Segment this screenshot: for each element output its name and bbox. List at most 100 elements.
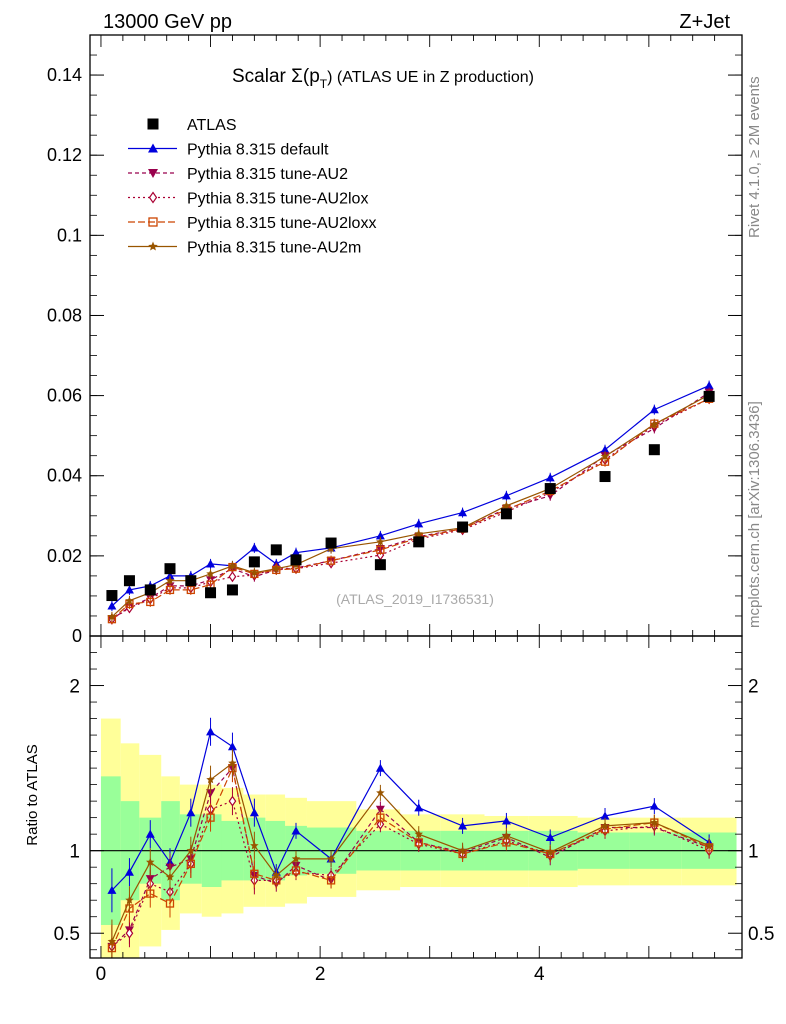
triangle-up-marker xyxy=(545,473,555,482)
diamond-marker xyxy=(228,795,237,807)
triangle-up-marker xyxy=(545,832,555,842)
triangle-up-marker xyxy=(704,381,714,390)
triangle-up-marker xyxy=(649,801,659,810)
star-marker xyxy=(125,596,134,605)
ratio-y-tick-label: 0.5 xyxy=(54,924,80,945)
ratio-frame xyxy=(89,635,743,959)
star-marker xyxy=(250,841,259,850)
data-point-marker xyxy=(325,537,337,549)
data-point-marker xyxy=(123,575,135,587)
square-marker xyxy=(291,866,301,875)
y-tick-label: 0.02 xyxy=(47,546,82,566)
y-tick-label: 0.06 xyxy=(47,386,82,406)
y-tick-label: 0.08 xyxy=(47,305,82,325)
analysis-watermark: (ATLAS_2019_I1736531) xyxy=(336,591,494,607)
star-marker xyxy=(502,831,511,840)
triangle-up-marker xyxy=(107,885,117,894)
star-marker xyxy=(650,818,659,827)
ratio-series-layer xyxy=(107,717,714,958)
star-marker xyxy=(376,788,385,797)
triangle-up-marker xyxy=(206,559,216,568)
triangle-up-marker xyxy=(227,742,237,751)
legend-label: Pythia 8.315 tune-AU2loxx xyxy=(187,215,376,232)
data-point-marker xyxy=(106,590,118,602)
ratio-y-tick-label-right: 0.5 xyxy=(748,924,774,945)
star-marker xyxy=(165,576,175,585)
square-marker xyxy=(326,556,336,565)
data-point-marker xyxy=(290,554,302,566)
triangle-up-marker xyxy=(186,808,196,817)
plot-title-subscript: T xyxy=(320,77,328,91)
star-marker xyxy=(458,846,467,855)
legend-label: Pythia 8.315 tune-AU2m xyxy=(187,240,361,257)
data-point-marker xyxy=(703,390,715,402)
triangle-up-marker xyxy=(458,508,468,517)
data-point-marker xyxy=(648,444,660,456)
star-marker xyxy=(650,419,659,429)
data-point-marker xyxy=(374,559,386,571)
y-tick-label: 0.04 xyxy=(47,466,82,486)
diamond-marker xyxy=(125,927,134,939)
star-marker xyxy=(376,537,385,546)
triangle-up-marker xyxy=(291,826,301,835)
triangle-up-marker xyxy=(145,829,155,838)
star-marker xyxy=(148,241,158,251)
legend-label: ATLAS xyxy=(187,117,237,134)
star-marker xyxy=(272,870,281,880)
x-tick-label: 2 xyxy=(315,964,326,985)
plot-title: Scalar Σ(pT) (ATLAS UE in Z production) xyxy=(232,66,534,91)
triangle-up-marker xyxy=(375,531,385,540)
data-point-marker xyxy=(147,118,159,130)
triangle-up-marker xyxy=(414,803,424,812)
triangle-up-marker xyxy=(124,867,134,876)
legend-label: Pythia 8.315 default xyxy=(187,142,329,159)
star-marker xyxy=(206,775,215,784)
star-marker xyxy=(291,854,301,863)
triangle-up-marker xyxy=(501,816,511,825)
x-tick-label: 0 xyxy=(96,964,107,985)
star-marker xyxy=(228,561,237,570)
star-marker xyxy=(546,847,555,856)
square-marker xyxy=(165,899,175,908)
legend-label: Pythia 8.315 tune-AU2lox xyxy=(187,191,368,208)
data-point-marker xyxy=(226,584,238,596)
data-point-marker xyxy=(413,536,425,548)
star-marker xyxy=(704,841,714,850)
square-marker xyxy=(146,889,155,898)
legend-label: Pythia 8.315 tune-AU2 xyxy=(187,166,348,183)
star-marker xyxy=(600,452,610,461)
square-marker xyxy=(165,585,175,595)
plot-title-rest: ) (ATLAS UE in Z production) xyxy=(327,69,534,86)
data-point-marker xyxy=(544,483,556,495)
data-point-marker xyxy=(185,575,197,587)
y-tick-label: 0 xyxy=(72,626,82,646)
triangle-up-marker xyxy=(124,585,134,594)
triangle-up-marker xyxy=(249,543,259,552)
star-marker xyxy=(107,937,117,946)
plot-title-main: Scalar Σ(p xyxy=(232,66,320,87)
data-point-marker xyxy=(270,544,282,556)
triangle-up-marker xyxy=(165,571,175,580)
square-marker xyxy=(376,813,385,822)
data-point-marker xyxy=(205,587,217,599)
data-point-marker xyxy=(144,584,156,596)
series-line xyxy=(111,385,710,607)
y-tick-label: 0.12 xyxy=(47,145,82,165)
header-right-label: Z+Jet xyxy=(679,11,730,33)
triangle-up-marker xyxy=(649,405,659,414)
star-marker xyxy=(326,854,336,863)
ratio-axis-label: Ratio to ATLAS xyxy=(24,744,41,845)
star-marker xyxy=(146,857,155,866)
x-tick-label: 4 xyxy=(534,964,545,985)
square-marker xyxy=(326,876,336,885)
triangle-down-marker xyxy=(148,169,158,178)
header-left-label: 13000 GeV pp xyxy=(103,11,232,33)
ratio-y-tick-label-right: 1 xyxy=(748,842,759,863)
square-marker xyxy=(148,217,158,227)
ratio-y-tick-label-right: 2 xyxy=(748,677,759,698)
triangle-up-marker xyxy=(501,491,511,500)
data-point-marker xyxy=(457,521,469,533)
star-marker xyxy=(414,529,423,538)
triangle-up-marker xyxy=(375,763,385,772)
ratio-y-tick-label: 2 xyxy=(69,677,80,698)
